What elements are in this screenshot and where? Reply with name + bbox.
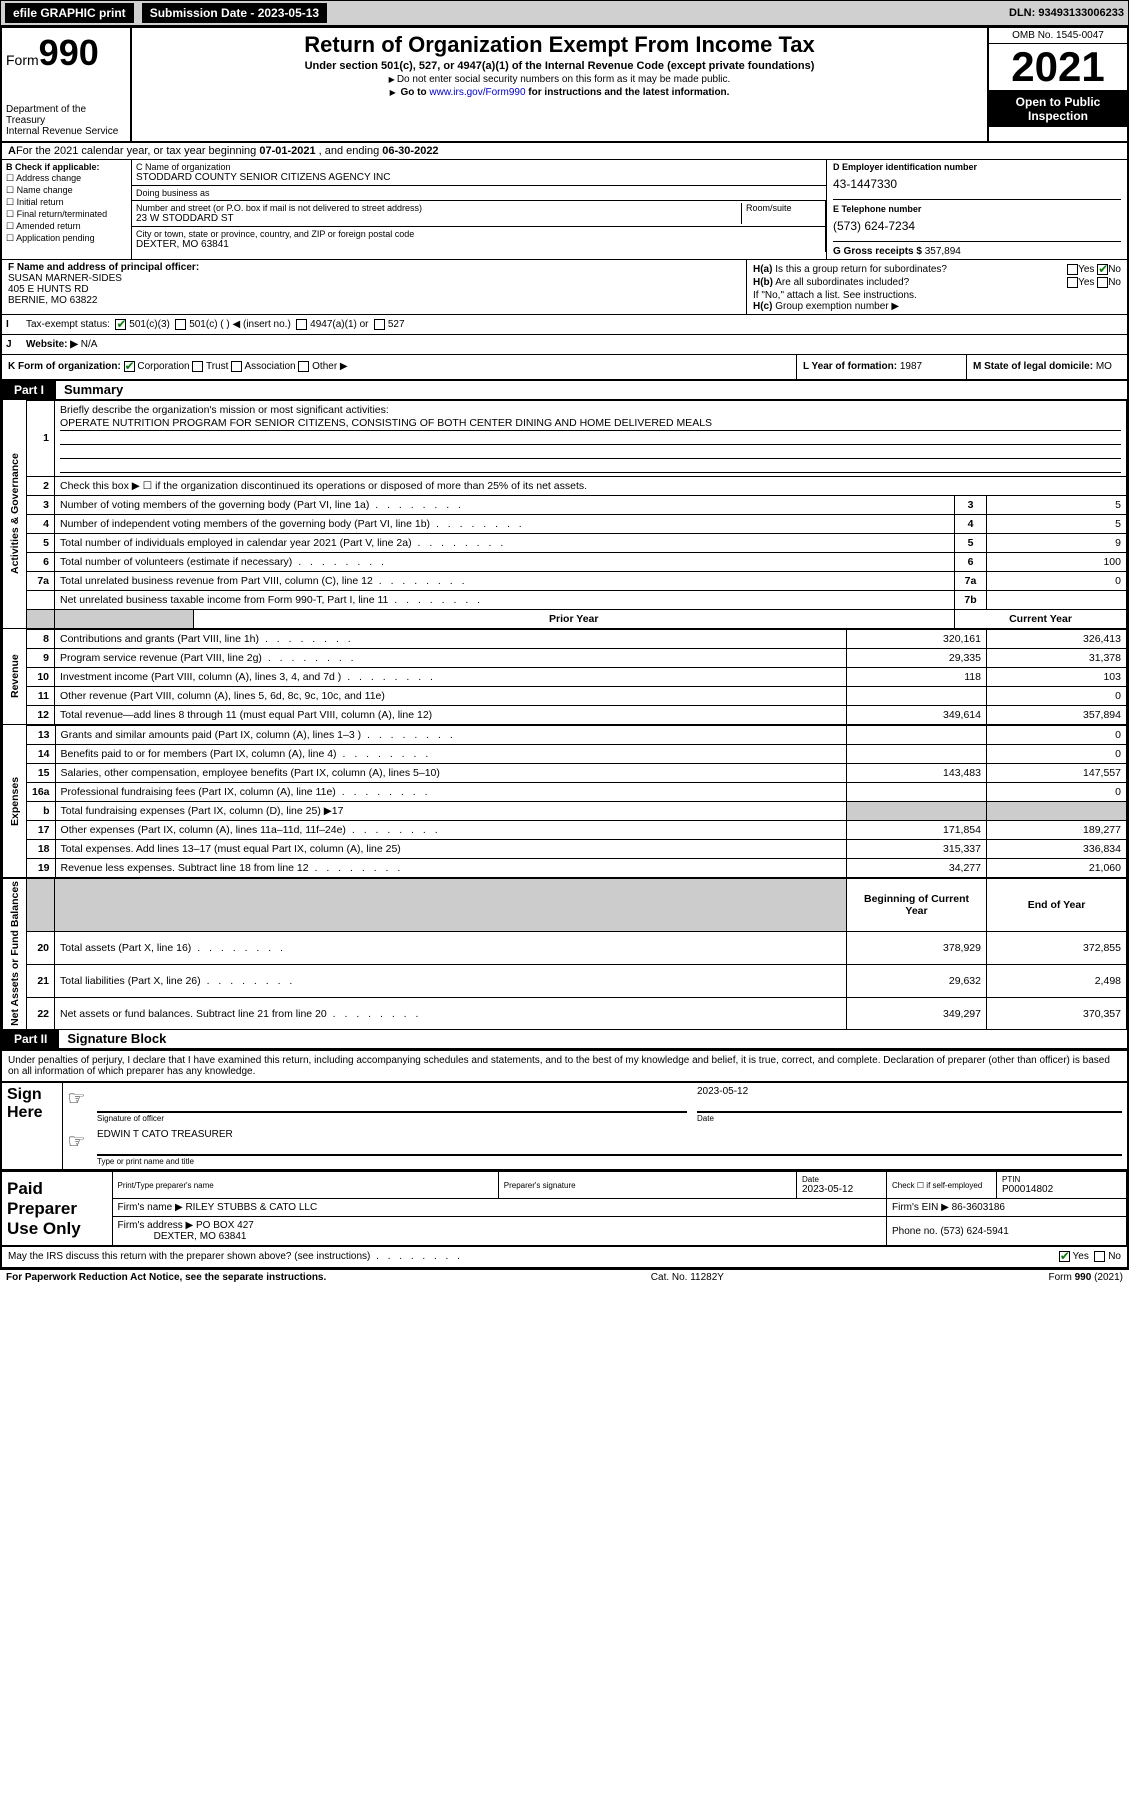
officer-printed-name: EDWIN T CATO TREASURER xyxy=(97,1129,1122,1155)
hb-no[interactable] xyxy=(1097,277,1108,288)
form-990-page: Form990 Department of the Treasury Inter… xyxy=(0,26,1129,1270)
officer-addr1: 405 E HUNTS RD xyxy=(8,284,89,295)
open-inspection: Open to Public Inspection xyxy=(989,91,1127,127)
col-b-checkboxes: B Check if applicable: ☐ Address change … xyxy=(2,160,132,259)
chk-4947[interactable] xyxy=(296,319,307,330)
phone-label: E Telephone number xyxy=(833,204,921,214)
form-subtitle: Under section 501(c), 527, or 4947(a)(1)… xyxy=(140,60,979,72)
sign-here-block: Sign Here ☞ Signature of officer 2023-05… xyxy=(2,1081,1127,1171)
dept-treasury: Department of the Treasury Internal Reve… xyxy=(6,104,126,137)
top-bar: efile GRAPHIC print Submission Date - 20… xyxy=(0,0,1129,26)
side-net: Net Assets or Fund Balances xyxy=(3,878,27,1030)
officer-name: SUSAN MARNER-SIDES xyxy=(8,273,122,284)
ha-yes[interactable] xyxy=(1067,264,1078,275)
irs-link[interactable]: www.irs.gov/Form990 xyxy=(429,87,525,98)
firm-name: RILEY STUBBS & CATO LLC xyxy=(185,1202,317,1213)
chk-address-change[interactable]: ☐ Address change xyxy=(6,173,127,184)
room-label: Room/suite xyxy=(746,203,821,213)
netassets-table: Net Assets or Fund Balances Beginning of… xyxy=(2,878,1127,1031)
ein-label: D Employer identification number xyxy=(833,162,977,172)
submission-date-btn[interactable]: Submission Date - 2023-05-13 xyxy=(142,3,327,23)
officer-sig-label: Signature of officer xyxy=(97,1112,687,1123)
gross-receipts-value: 357,894 xyxy=(925,246,961,257)
chk-corp[interactable] xyxy=(124,361,135,372)
city-value: DEXTER, MO 63841 xyxy=(136,239,229,250)
ptin: P00014802 xyxy=(1002,1184,1053,1195)
chk-name-change[interactable]: ☐ Name change xyxy=(6,185,127,196)
ein-value: 43-1447330 xyxy=(833,173,1121,195)
chk-amended[interactable]: ☐ Amended return xyxy=(6,221,127,232)
street-label: Number and street (or P.O. box if mail i… xyxy=(136,203,741,213)
part2-header: Part II xyxy=(2,1030,59,1048)
chk-initial-return[interactable]: ☐ Initial return xyxy=(6,197,127,208)
h-note: If "No," attach a list. See instructions… xyxy=(753,290,1121,301)
chk-app-pending[interactable]: ☐ Application pending xyxy=(6,233,127,244)
instructions-link-line: Go to www.irs.gov/Form990 for instructio… xyxy=(140,87,979,98)
dln: DLN: 93493133006233 xyxy=(1009,7,1124,19)
officer-addr2: BERNIE, MO 63822 xyxy=(8,295,97,306)
chk-527[interactable] xyxy=(374,319,385,330)
paid-preparer-block: Paid Preparer Use Only Print/Type prepar… xyxy=(2,1171,1127,1247)
tax-year: 2021 xyxy=(989,44,1127,91)
form-title: Return of Organization Exempt From Incom… xyxy=(140,32,979,58)
chk-other[interactable] xyxy=(298,361,309,372)
mission-text: OPERATE NUTRITION PROGRAM FOR SENIOR CIT… xyxy=(60,416,1121,431)
omb-number: OMB No. 1545-0047 xyxy=(989,28,1127,44)
firm-phone: (573) 624-5941 xyxy=(940,1226,1008,1237)
revenue-table: Revenue 8Contributions and grants (Part … xyxy=(2,629,1127,725)
year-formation: 1987 xyxy=(900,361,922,372)
discuss-question: May the IRS discuss this return with the… xyxy=(8,1251,1059,1262)
row-a-tax-year: AFor the 2021 calendar year, or tax year… xyxy=(2,143,1127,160)
officer-label: F Name and address of principal officer: xyxy=(8,262,199,273)
dba-label: Doing business as xyxy=(136,188,822,198)
form-number: Form990 xyxy=(6,32,126,74)
phone-value: (573) 624-7234 xyxy=(833,215,1121,237)
firm-addr: PO BOX 427 xyxy=(196,1220,254,1231)
part1-header: Part I xyxy=(2,381,56,399)
ha-no[interactable] xyxy=(1097,264,1108,275)
ssn-note: Do not enter social security numbers on … xyxy=(140,74,979,85)
website-value: N/A xyxy=(81,339,98,350)
org-name-label: C Name of organization xyxy=(136,162,822,172)
chk-final-return[interactable]: ☐ Final return/terminated xyxy=(6,209,127,220)
chk-assoc[interactable] xyxy=(231,361,242,372)
side-exp: Expenses xyxy=(3,725,27,877)
sig-date: 2023-05-12 xyxy=(697,1086,1122,1112)
chk-501c[interactable] xyxy=(175,319,186,330)
expenses-table: Expenses 13Grants and similar amounts pa… xyxy=(2,725,1127,878)
form-header: Form990 Department of the Treasury Inter… xyxy=(2,28,1127,143)
perjury-declaration: Under penalties of perjury, I declare th… xyxy=(2,1049,1127,1081)
gross-receipts-label: G Gross receipts $ xyxy=(833,246,922,257)
summary-table: Activities & Governance 1 Briefly descri… xyxy=(2,400,1127,629)
city-label: City or town, state or province, country… xyxy=(136,229,821,239)
page-footer: For Paperwork Reduction Act Notice, see … xyxy=(0,1270,1129,1285)
org-name: STODDARD COUNTY SENIOR CITIZENS AGENCY I… xyxy=(136,172,390,183)
street-value: 23 W STODDARD ST xyxy=(136,213,234,224)
firm-ein: 86-3603186 xyxy=(952,1202,1005,1213)
hb-yes[interactable] xyxy=(1067,277,1078,288)
discuss-no[interactable] xyxy=(1094,1251,1105,1262)
side-rev: Revenue xyxy=(3,629,27,724)
state-domicile: MO xyxy=(1096,361,1112,372)
chk-501c3[interactable] xyxy=(115,319,126,330)
chk-trust[interactable] xyxy=(192,361,203,372)
efile-print-btn[interactable]: efile GRAPHIC print xyxy=(5,3,134,23)
discuss-yes[interactable] xyxy=(1059,1251,1070,1262)
side-gov: Activities & Governance xyxy=(3,400,27,628)
